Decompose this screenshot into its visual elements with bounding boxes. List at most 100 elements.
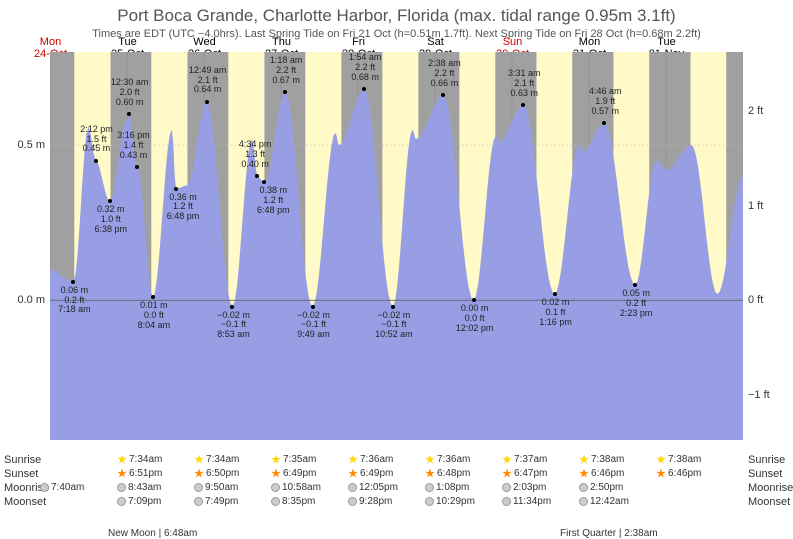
tide-point [391,305,395,309]
sunset-row-cell: 6:49pm [271,468,316,479]
sunset-row-cell: 6:47pm [502,468,547,479]
moonset-icon [579,497,588,506]
moonset-row-cell: 9:28pm [348,496,392,507]
moonrise-row-cell: 2:03pm [502,482,546,493]
sunset-row-cell: 6:51pm [117,468,162,479]
label-moonrise-right: Moonrise [748,482,793,494]
moonset-row: 7:09pm 7:49pm 8:35pm 9:28pm 10:29pm 11:34pm 12… [50,496,743,510]
sunrise-icon [502,454,512,464]
sunset-icon [271,468,281,478]
y-tick-right: 1 ft [748,200,763,212]
label-moonset-left: Moonset [4,496,46,508]
label-sunset-left: Sunset [4,468,38,480]
sunset-row-cell: 6:46pm [579,468,624,479]
label-sunset-right: Sunset [748,468,782,480]
moonset-row-cell: 10:29pm [425,496,475,507]
moonset-icon [348,497,357,506]
label-sunrise-right: Sunrise [748,454,785,466]
moonset-icon [194,497,203,506]
tide-point [127,112,131,116]
tide-point [135,165,139,169]
sunset-icon [194,468,204,478]
sunrise-row-cell: 7:34am [117,454,162,465]
y-tick-right: 2 ft [748,105,763,117]
moonset-row-cell: 7:09pm [117,496,161,507]
tide-point [255,174,259,178]
moonset-row-cell: 11:34pm [502,496,551,507]
sunrise-icon [348,454,358,464]
tide-point [108,199,112,203]
moonrise-row: 7:40am8:43am9:50am10:58am12:05pm1:08pm2:… [50,482,743,496]
y-tick-left: 0.5 m [5,139,45,151]
moonset-icon [425,497,434,506]
chart-title: Port Boca Grande, Charlotte Harbor, Flor… [0,0,793,26]
plot-svg [50,52,743,440]
moonrise-icon [579,483,588,492]
lunar-event: New Moon | 6:48am [108,528,197,539]
moonrise-row-cell: 2:50pm [579,482,623,493]
y-tick-right: 0 ft [748,294,763,306]
sunrise-icon [271,454,281,464]
sunrise-row-cell: 7:36am [425,454,470,465]
tide-point [205,100,209,104]
sunrise-row-cell: 7:38am [656,454,701,465]
sunset-icon [425,468,435,478]
sunrise-icon [425,454,435,464]
label-sunrise-left: Sunrise [4,454,41,466]
moonset-icon [502,497,511,506]
moonrise-row-cell: 8:43am [117,482,161,493]
moonrise-row-cell: 9:50am [194,482,238,493]
sunset-row-cell: 6:49pm [348,468,393,479]
sunrise-row-cell: 7:35am [271,454,316,465]
plot-area: 0.06 m0.2 ft7:18 am2:12 pm1.5 ft0.45 m0.… [50,52,743,440]
moonrise-row-cell: 10:58am [271,482,321,493]
tide-point [553,292,557,296]
tide-point [472,298,476,302]
sunset-icon [348,468,358,478]
moonrise-row-cell: 12:05pm [348,482,398,493]
moonrise-icon [117,483,126,492]
sunset-icon [117,468,127,478]
tide-point [283,90,287,94]
y-tick-right: −1 ft [748,389,770,401]
moonrise-icon [271,483,280,492]
sunrise-row-cell: 7:38am [579,454,624,465]
lunar-event: First Quarter | 2:38am [560,528,658,539]
sunrise-row-cell: 7:34am [194,454,239,465]
tide-point [151,295,155,299]
sunset-icon [579,468,589,478]
sunrise-row: 7:34am 7:34am 7:35am 7:36am 7:36am 7:37am 7:38… [50,454,743,468]
tide-point [311,305,315,309]
tide-point [602,121,606,125]
sunrise-icon [579,454,589,464]
y-tick-left: 0.0 m [5,294,45,306]
tide-point [362,87,366,91]
tide-chart: Port Boca Grande, Charlotte Harbor, Flor… [0,0,793,539]
tide-point [174,187,178,191]
moonrise-icon [40,483,49,492]
tide-point [521,103,525,107]
moonset-icon [271,497,280,506]
moonrise-icon [348,483,357,492]
sunset-icon [502,468,512,478]
moonset-row-cell: 7:49pm [194,496,238,507]
sunrise-icon [656,454,666,464]
tide-point [230,305,234,309]
tide-point [262,180,266,184]
sunrise-row-cell: 7:37am [502,454,547,465]
sunrise-icon [194,454,204,464]
sunset-row-cell: 6:46pm [656,468,701,479]
moonset-row-cell: 8:35pm [271,496,315,507]
moonrise-row-cell: 7:40am [40,482,84,493]
sunrise-icon [117,454,127,464]
sunrise-row-cell: 7:36am [348,454,393,465]
tide-point [633,283,637,287]
moonrise-icon [194,483,203,492]
moonset-row-cell: 12:42am [579,496,629,507]
sunset-icon [656,468,666,478]
tide-point [441,93,445,97]
sunset-row-cell: 6:50pm [194,468,239,479]
moonrise-icon [425,483,434,492]
moonrise-row-cell: 1:08pm [425,482,469,493]
moonrise-icon [502,483,511,492]
